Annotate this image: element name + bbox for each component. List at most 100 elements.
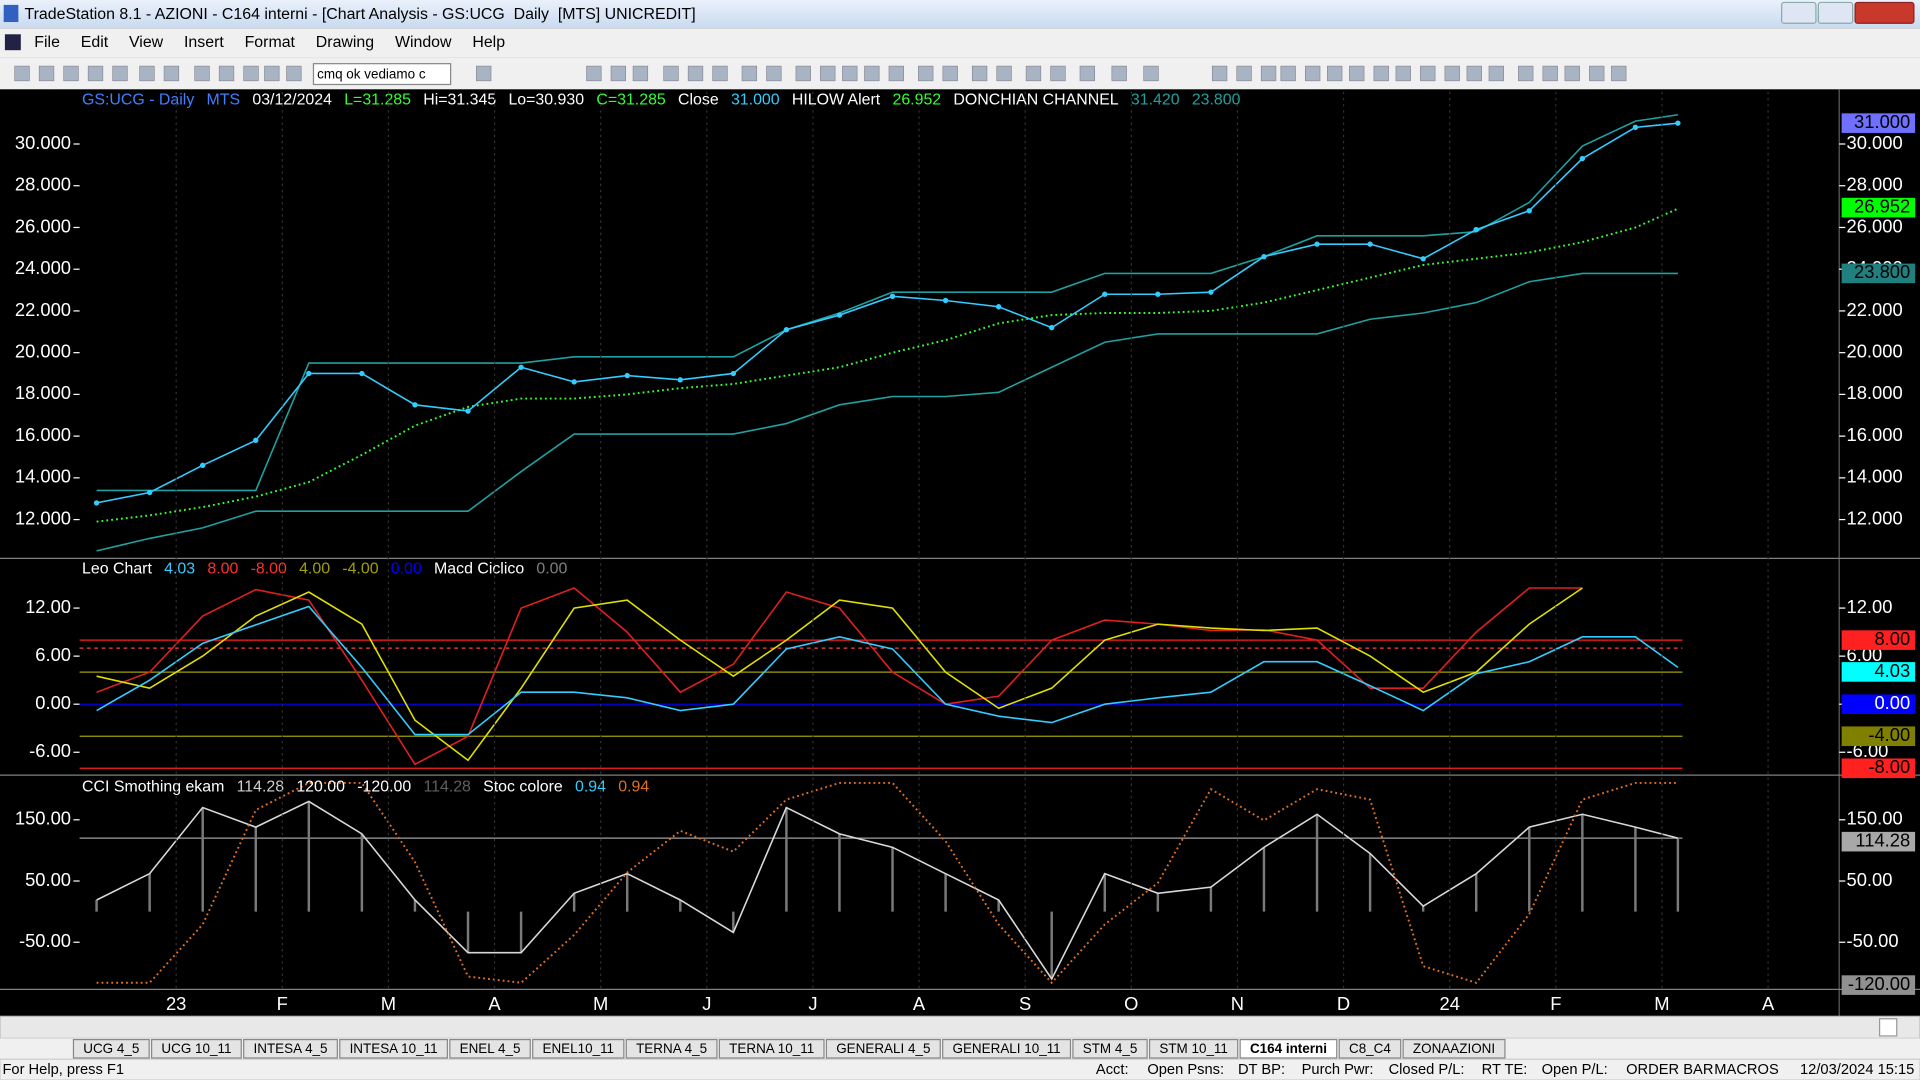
- sheet-tab[interactable]: [825, 1038, 941, 1059]
- toolbar-icon[interactable]: [864, 65, 880, 82]
- scroll-thumb[interactable]: [1878, 1018, 1898, 1037]
- sheet-tab[interactable]: [625, 1038, 718, 1059]
- sheet-tab[interactable]: [449, 1038, 531, 1059]
- toolbar-icon[interactable]: [1488, 65, 1504, 82]
- toolbar-icon[interactable]: [1025, 65, 1042, 82]
- toolbar-icon[interactable]: [1305, 65, 1321, 82]
- toolbar-icon[interactable]: [996, 65, 1012, 82]
- sheet-tab-label[interactable]: TERNA 4_5: [636, 1041, 707, 1056]
- toolbar-icon[interactable]: [663, 65, 679, 82]
- toolbar-icon[interactable]: [38, 65, 55, 82]
- toolbar-icon[interactable]: [586, 65, 602, 82]
- toolbar-icon[interactable]: [139, 65, 155, 82]
- sheet-tab-label[interactable]: UCG 4_5: [83, 1041, 139, 1056]
- sheet-tab[interactable]: [718, 1038, 825, 1059]
- toolbar-icon[interactable]: [795, 65, 811, 82]
- toolbar-icon[interactable]: [1143, 65, 1159, 82]
- toolbar-icon[interactable]: [476, 65, 492, 82]
- sheet-tab-label[interactable]: STM 4_5: [1083, 1041, 1138, 1056]
- toolbar-icon[interactable]: [1611, 65, 1627, 82]
- toolbar-icon[interactable]: [1349, 65, 1365, 82]
- sheet-tab[interactable]: [1239, 1038, 1338, 1059]
- toolbar-icon[interactable]: [766, 65, 782, 82]
- toolbar-icon[interactable]: [286, 65, 302, 82]
- scrollbar[interactable]: [0, 1015, 1920, 1039]
- sheet-tab[interactable]: [243, 1038, 338, 1059]
- sheet-tab[interactable]: [1338, 1038, 1402, 1059]
- combobox[interactable]: [312, 63, 452, 86]
- sheet-tab[interactable]: [532, 1038, 625, 1059]
- toolbar-icon[interactable]: [1542, 65, 1558, 82]
- close-button[interactable]: [1854, 1, 1915, 24]
- toolbar-icon[interactable]: [820, 65, 836, 82]
- toolbar-icon[interactable]: [1420, 65, 1436, 82]
- maximize-button[interactable]: [1817, 1, 1854, 24]
- toolbar-icon[interactable]: [1079, 65, 1095, 82]
- toolbar-icon[interactable]: [1589, 65, 1605, 82]
- toolbar-icon[interactable]: [712, 65, 728, 82]
- toolbar-icon[interactable]: [741, 65, 758, 82]
- menu-item[interactable]: View: [129, 34, 164, 51]
- data-point: [1473, 226, 1479, 233]
- sheet-tab-label[interactable]: ZONAAZIONI: [1413, 1041, 1495, 1056]
- sheet-tab[interactable]: [72, 1038, 150, 1059]
- toolbar-icon[interactable]: [264, 65, 280, 82]
- toolbar-icon[interactable]: [632, 65, 649, 82]
- toolbar-icon[interactable]: [194, 65, 210, 82]
- sheet-tab-label[interactable]: C164 interni: [1250, 1041, 1327, 1056]
- toolbar-icon[interactable]: [1564, 65, 1580, 82]
- toolbar-icon[interactable]: [163, 65, 180, 82]
- menu-item[interactable]: Insert: [184, 34, 224, 51]
- menu-item[interactable]: Help: [472, 34, 505, 51]
- toolbar-icon[interactable]: [842, 65, 858, 82]
- sheet-tab[interactable]: [1148, 1038, 1239, 1059]
- minimize-button[interactable]: [1781, 1, 1817, 24]
- toolbar-icon[interactable]: [14, 65, 30, 82]
- toolbar-icon[interactable]: [1236, 65, 1252, 82]
- sheet-tab-label[interactable]: UCG 10_11: [161, 1041, 231, 1056]
- toolbar-icon[interactable]: [1111, 65, 1127, 82]
- sheet-tab[interactable]: [339, 1038, 448, 1059]
- sheet-tab-label[interactable]: STM 10_11: [1159, 1041, 1228, 1056]
- toolbar-icon[interactable]: [610, 65, 627, 82]
- toolbar-icon[interactable]: [888, 65, 904, 82]
- toolbar-icon[interactable]: [1518, 65, 1534, 82]
- menu-item[interactable]: Window: [395, 34, 452, 51]
- panel-header-item: Leo Chart: [82, 561, 152, 578]
- toolbar-icon[interactable]: [112, 65, 128, 82]
- sheet-tab-label[interactable]: ENEL10_11: [542, 1041, 614, 1056]
- sheet-tab-label[interactable]: GENERALI 10_11: [952, 1041, 1060, 1056]
- toolbar-icon[interactable]: [942, 65, 958, 82]
- menu-item[interactable]: File: [34, 34, 60, 51]
- toolbar-icon[interactable]: [218, 65, 235, 82]
- menu-item[interactable]: Format: [245, 34, 296, 51]
- toolbar-icon[interactable]: [1373, 65, 1389, 82]
- panel-header-item: 31.420: [1131, 92, 1180, 109]
- toolbar-icon[interactable]: [687, 65, 704, 82]
- sheet-tab-label[interactable]: GENERALI 4_5: [836, 1041, 930, 1056]
- sheet-tab[interactable]: [942, 1038, 1072, 1059]
- toolbar-icon[interactable]: [243, 65, 259, 82]
- toolbar-icon[interactable]: [1395, 65, 1411, 82]
- toolbar-icon[interactable]: [1466, 65, 1482, 82]
- toolbar-icon[interactable]: [1444, 65, 1460, 82]
- toolbar-icon[interactable]: [87, 65, 104, 82]
- toolbar-icon[interactable]: [63, 65, 79, 82]
- sheet-tab[interactable]: [150, 1038, 242, 1059]
- menu-item[interactable]: Drawing: [316, 34, 374, 51]
- sheet-tab-label[interactable]: ENEL 4_5: [460, 1041, 521, 1056]
- sheet-tab[interactable]: [1402, 1038, 1506, 1059]
- menu-item[interactable]: Edit: [81, 34, 109, 51]
- toolbar-icon[interactable]: [971, 65, 988, 82]
- sheet-tab[interactable]: [1072, 1038, 1148, 1059]
- toolbar-icon[interactable]: [918, 65, 934, 82]
- sheet-tab-label[interactable]: C8_C4: [1349, 1041, 1391, 1056]
- toolbar-icon[interactable]: [1050, 65, 1066, 82]
- toolbar-icon[interactable]: [1280, 65, 1296, 82]
- toolbar-icon[interactable]: [1211, 65, 1228, 82]
- toolbar-icon[interactable]: [1260, 65, 1277, 82]
- toolbar-icon[interactable]: [1327, 65, 1343, 82]
- sheet-tab-label[interactable]: INTESA 4_5: [253, 1041, 327, 1056]
- sheet-tab-label[interactable]: INTESA 10_11: [350, 1041, 438, 1056]
- sheet-tab-label[interactable]: TERNA 10_11: [729, 1041, 814, 1056]
